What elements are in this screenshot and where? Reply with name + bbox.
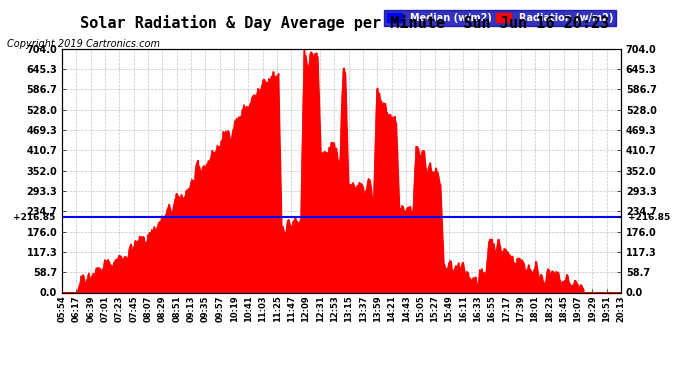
Text: Copyright 2019 Cartronics.com: Copyright 2019 Cartronics.com bbox=[7, 39, 160, 50]
Text: +216.85: +216.85 bbox=[13, 213, 55, 222]
Legend: Median (w/m2), Radiation (w/m2): Median (w/m2), Radiation (w/m2) bbox=[384, 10, 616, 26]
Text: +216.85: +216.85 bbox=[628, 213, 670, 222]
Text: Solar Radiation & Day Average per Minute  Sun Jun 16 20:23: Solar Radiation & Day Average per Minute… bbox=[80, 15, 610, 31]
